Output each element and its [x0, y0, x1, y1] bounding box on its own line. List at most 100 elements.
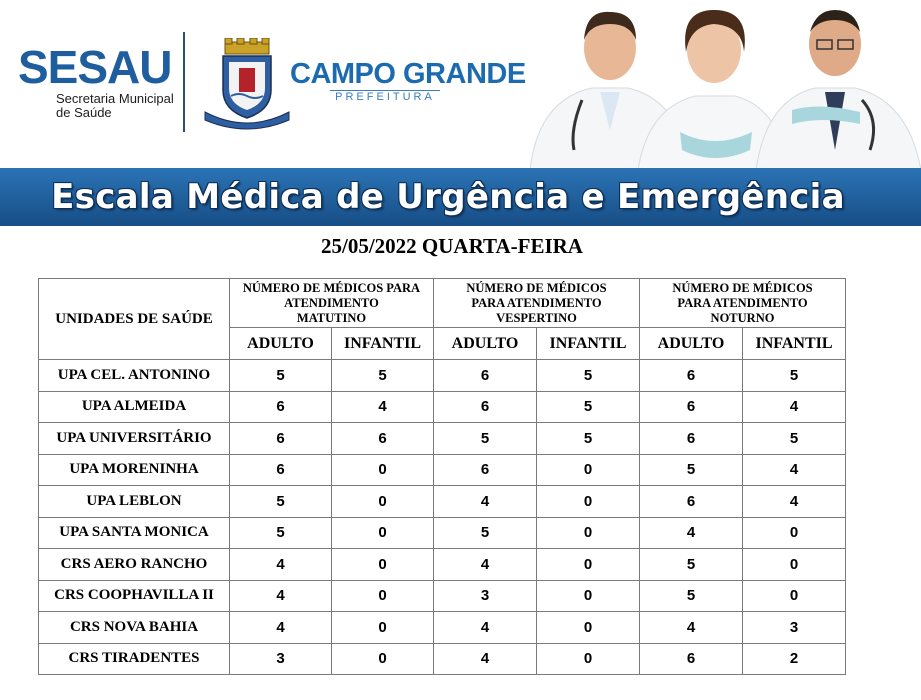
- doctor-count-cell: 5: [331, 359, 434, 392]
- group-header-line: PARA ATENDIMENTO: [471, 295, 602, 310]
- table-row: UPA LEBLON 5 0 4 0 6 4: [38, 485, 846, 518]
- doctor-count-cell: 6: [229, 453, 332, 486]
- table-row: UPA ALMEIDA 6 4 6 5 6 4: [38, 390, 846, 423]
- campo-grande-logo: CAMPO GRANDE PREFEITURA: [290, 58, 526, 103]
- health-unit-name: UPA UNIVERSITÁRIO: [38, 422, 230, 455]
- doctor-count-cell: 3: [229, 642, 332, 675]
- table-body: UPA CEL. ANTONINO 5 5 6 5 6 5 UPA ALMEIDA 6 4 6 5 6 4…: [38, 359, 846, 675]
- health-unit-name: CRS COOPHAVILLA II: [38, 579, 230, 612]
- sesau-logo-subtitle-2: de Saúde: [56, 105, 112, 120]
- sesau-logo: SESAU Secretaria Municipal de Saúde: [18, 44, 174, 120]
- doctor-count-cell: 0: [536, 485, 640, 518]
- group-header-line: NÚMERO DE MÉDICOS PARA: [242, 280, 421, 295]
- doctor-count-cell: 0: [536, 579, 640, 612]
- city-crest-icon: [204, 38, 290, 130]
- health-unit-name: CRS NOVA BAHIA: [38, 611, 230, 644]
- doctor-count-cell: 0: [536, 548, 640, 581]
- group-header-line: ATENDIMENTO: [284, 295, 379, 310]
- doctor-count-cell: 5: [229, 485, 332, 518]
- doctor-count-cell: 4: [331, 390, 434, 423]
- group-header-line: NOTURNO: [710, 310, 775, 325]
- doctor-count-cell: 5: [536, 422, 640, 455]
- doctor-count-cell: 6: [639, 422, 743, 455]
- doctor-count-cell: 6: [229, 422, 332, 455]
- table-row: CRS AERO RANCHO 4 0 4 0 5 0: [38, 548, 846, 581]
- doctor-count-cell: 6: [639, 485, 743, 518]
- doctors-photo: [530, 10, 921, 170]
- doctor-count-cell: 3: [433, 579, 537, 612]
- doctor-count-cell: 3: [742, 611, 846, 644]
- health-unit-name: CRS TIRADENTES: [38, 642, 230, 675]
- doctor-count-cell: 0: [536, 611, 640, 644]
- subheader-adult: ADULTO: [639, 327, 743, 360]
- doctor-count-cell: 0: [331, 579, 434, 612]
- doctor-count-cell: 5: [639, 453, 743, 486]
- group-header-line: PARA ATENDIMENTO: [677, 295, 808, 310]
- header: SESAU Secretaria Municipal de Saúde CAMP…: [0, 0, 921, 170]
- doctor-count-cell: 0: [536, 453, 640, 486]
- doctor-count-cell: 6: [639, 390, 743, 423]
- doctor-count-cell: 6: [433, 390, 537, 423]
- doctor-count-cell: 5: [229, 359, 332, 392]
- sesau-logo-word: SESAU: [18, 41, 172, 93]
- group-header-line: NÚMERO DE MÉDICOS: [466, 280, 607, 295]
- doctor-count-cell: 0: [536, 516, 640, 549]
- subheader-adult: ADULTO: [433, 327, 537, 360]
- doctor-count-cell: 6: [639, 642, 743, 675]
- group-header-night: NÚMERO DE MÉDICOS PARA ATENDIMENTO NOTUR…: [639, 278, 846, 328]
- table-row: CRS NOVA BAHIA 4 0 4 0 4 3: [38, 611, 846, 644]
- table-row: UPA CEL. ANTONINO 5 5 6 5 6 5: [38, 359, 846, 392]
- subheader-adult: ADULTO: [229, 327, 332, 360]
- doctor-count-cell: 0: [331, 485, 434, 518]
- group-header-morning: NÚMERO DE MÉDICOS PARA ATENDIMENTO MATUT…: [229, 278, 434, 328]
- doctor-count-cell: 4: [639, 516, 743, 549]
- doctor-count-cell: 0: [331, 548, 434, 581]
- doctor-count-cell: 0: [331, 642, 434, 675]
- health-unit-name: CRS AERO RANCHO: [38, 548, 230, 581]
- logo-divider: [183, 32, 185, 132]
- doctor-count-cell: 2: [742, 642, 846, 675]
- doctor-count-cell: 4: [742, 485, 846, 518]
- table-row: UPA MORENINHA 6 0 6 0 5 4: [38, 453, 846, 486]
- doctor-count-cell: 4: [229, 611, 332, 644]
- doctor-count-cell: 4: [639, 611, 743, 644]
- doctor-count-cell: 5: [433, 422, 537, 455]
- doctor-count-cell: 4: [433, 642, 537, 675]
- unit-column-header: UNIDADES DE SAÚDE: [38, 278, 230, 360]
- doctor-count-cell: 0: [331, 516, 434, 549]
- health-unit-name: UPA CEL. ANTONINO: [38, 359, 230, 392]
- doctor-count-cell: 4: [433, 548, 537, 581]
- doctor-count-cell: 5: [742, 422, 846, 455]
- doctor-count-cell: 6: [433, 359, 537, 392]
- title-banner: Escala Médica de Urgência e Emergência: [0, 168, 921, 226]
- table-row: CRS COOPHAVILLA II 4 0 3 0 5 0: [38, 579, 846, 612]
- doctor-count-cell: 5: [229, 516, 332, 549]
- health-unit-name: UPA ALMEIDA: [38, 390, 230, 423]
- doctor-count-cell: 5: [536, 390, 640, 423]
- health-unit-name: UPA MORENINHA: [38, 453, 230, 486]
- campo-grande-logo-subtitle: PREFEITURA: [330, 90, 440, 103]
- doctor-count-cell: 0: [742, 516, 846, 549]
- group-header-line: NÚMERO DE MÉDICOS: [672, 280, 813, 295]
- schedule-table: UNIDADES DE SAÚDE NÚMERO DE MÉDICOS PARA…: [38, 278, 846, 675]
- doctor-count-cell: 0: [742, 548, 846, 581]
- campo-grande-logo-word: CAMPO GRANDE: [290, 58, 526, 90]
- schedule-date: 25/05/2022 QUARTA-FEIRA: [321, 234, 583, 258]
- table-subheader-row: ADULTO INFANTIL ADULTO INFANTIL ADULTO I…: [39, 327, 846, 360]
- doctor-count-cell: 5: [433, 516, 537, 549]
- sesau-logo-subtitle-1: Secretaria Municipal: [56, 91, 174, 106]
- doctor-count-cell: 4: [433, 611, 537, 644]
- doctor-count-cell: 0: [742, 579, 846, 612]
- doctor-count-cell: 0: [331, 453, 434, 486]
- doctor-count-cell: 5: [742, 359, 846, 392]
- subheader-child: INFANTIL: [742, 327, 846, 360]
- subheader-child: INFANTIL: [536, 327, 640, 360]
- doctor-count-cell: 4: [433, 485, 537, 518]
- doctor-count-cell: 4: [229, 548, 332, 581]
- doctor-count-cell: 5: [639, 548, 743, 581]
- page-title: Escala Médica de Urgência e Emergência: [51, 177, 845, 217]
- table-row: UPA UNIVERSITÁRIO 6 6 5 5 6 5: [38, 422, 846, 455]
- doctor-count-cell: 0: [536, 642, 640, 675]
- subheader-child: INFANTIL: [331, 327, 434, 360]
- doctor-count-cell: 5: [536, 359, 640, 392]
